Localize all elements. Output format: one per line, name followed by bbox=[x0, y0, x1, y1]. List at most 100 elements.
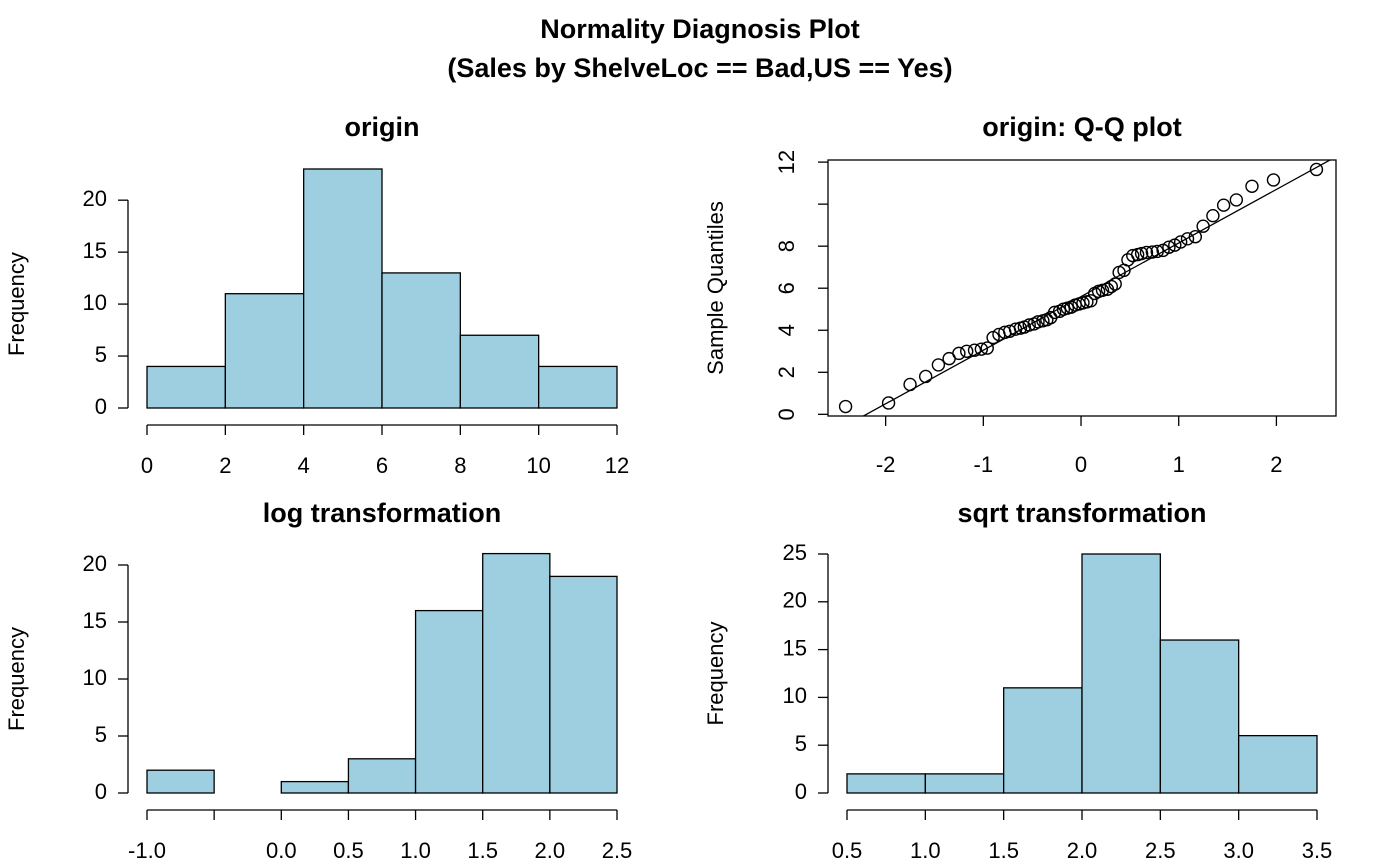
y-tick-label: 5 bbox=[95, 342, 107, 367]
bar bbox=[549, 575, 618, 794]
point bbox=[931, 358, 946, 372]
y-tick-label: 2 bbox=[774, 366, 799, 378]
bar bbox=[146, 365, 226, 409]
bar bbox=[280, 780, 350, 794]
point bbox=[1196, 219, 1210, 233]
x-tick-label: 2.0 bbox=[535, 838, 566, 863]
x-tick-label: 0.5 bbox=[333, 838, 364, 863]
point bbox=[1031, 315, 1045, 329]
point bbox=[903, 377, 917, 392]
main-subtitle: (Sales by ShelveLoc == Bad,US == Yes) bbox=[447, 53, 952, 83]
y-tick-label: 10 bbox=[83, 665, 107, 690]
y-tick-label: 5 bbox=[95, 722, 107, 747]
bar bbox=[1081, 553, 1161, 794]
x-tick-label: -2 bbox=[876, 452, 896, 477]
x-tick-label: 3.5 bbox=[1302, 838, 1333, 863]
point bbox=[960, 344, 974, 358]
y-axis-label: Frequency bbox=[4, 252, 29, 356]
point bbox=[1022, 318, 1036, 332]
point bbox=[1216, 198, 1231, 212]
bar bbox=[482, 552, 551, 794]
point bbox=[1245, 179, 1259, 193]
point bbox=[838, 399, 853, 414]
y-axis-label: Sample Quantiles bbox=[703, 201, 728, 375]
point bbox=[1309, 162, 1324, 177]
point bbox=[881, 396, 896, 410]
y-tick-label: 0 bbox=[95, 394, 107, 419]
y-tick-label: 5 bbox=[795, 731, 807, 756]
y-tick-label: 6 bbox=[774, 282, 799, 294]
point bbox=[1126, 248, 1140, 263]
point bbox=[980, 341, 994, 355]
y-tick-label: 20 bbox=[83, 186, 107, 211]
x-tick-label: 2 bbox=[219, 453, 231, 478]
y-tick-label: 0 bbox=[774, 408, 799, 420]
bar bbox=[347, 758, 417, 794]
y-tick-label: 10 bbox=[783, 683, 807, 708]
bar bbox=[146, 769, 215, 794]
y-tick-label: 15 bbox=[83, 238, 107, 263]
x-tick-label: 6 bbox=[376, 453, 388, 478]
bar bbox=[381, 272, 461, 409]
panel-title: sqrt transformation bbox=[957, 498, 1206, 528]
x-tick-label: 0.5 bbox=[832, 838, 863, 863]
point bbox=[1095, 283, 1110, 298]
point bbox=[952, 346, 966, 361]
y-tick-label: 15 bbox=[783, 635, 807, 660]
y-axis-label: Frequency bbox=[4, 627, 29, 731]
point bbox=[1162, 240, 1176, 254]
bar bbox=[538, 365, 618, 409]
x-tick-label: 2.5 bbox=[602, 838, 633, 863]
point bbox=[1173, 235, 1188, 249]
x-tick-label: 0.0 bbox=[266, 838, 297, 863]
x-tick-label: 10 bbox=[526, 453, 550, 478]
qq-line-group bbox=[862, 160, 1332, 416]
y-tick-label: 4 bbox=[774, 324, 799, 336]
qq-line bbox=[862, 160, 1332, 416]
x-tick-label: 8 bbox=[454, 453, 466, 478]
point bbox=[1134, 246, 1149, 261]
point bbox=[974, 342, 989, 356]
y-tick-label: 8 bbox=[774, 240, 799, 252]
x-tick-label: 12 bbox=[605, 453, 629, 478]
y-tick-label: 15 bbox=[83, 608, 107, 633]
point bbox=[1104, 279, 1119, 294]
y-axis-label: Frequency bbox=[703, 622, 728, 726]
y-tick-label: 0 bbox=[795, 779, 807, 804]
main-title: Normality Diagnosis Plot bbox=[540, 14, 860, 44]
point bbox=[1150, 244, 1164, 259]
x-tick-label: 1.5 bbox=[467, 838, 498, 863]
x-tick-label: 2 bbox=[1270, 452, 1282, 477]
point bbox=[1047, 305, 1062, 320]
point bbox=[1206, 208, 1220, 223]
x-tick-label: 3.0 bbox=[1223, 838, 1254, 863]
bar bbox=[1003, 687, 1083, 794]
y-tick-label: 12 bbox=[774, 150, 799, 174]
point bbox=[1084, 294, 1098, 308]
point bbox=[1008, 322, 1023, 336]
x-tick-label: 0 bbox=[141, 453, 153, 478]
y-tick-label: 20 bbox=[83, 551, 107, 576]
point bbox=[1188, 230, 1203, 244]
x-tick-label: 0 bbox=[1075, 452, 1087, 477]
y-tick-label: 0 bbox=[95, 779, 107, 804]
y-tick-label: 10 bbox=[83, 290, 107, 315]
x-tick-label: 1.5 bbox=[988, 838, 1019, 863]
x-tick-label: -1 bbox=[974, 452, 994, 477]
panel-title: log transformation bbox=[263, 498, 502, 528]
bar bbox=[224, 293, 305, 409]
x-tick-label: 1.0 bbox=[400, 838, 431, 863]
y-tick-label: 20 bbox=[783, 588, 807, 613]
bar bbox=[303, 168, 383, 409]
point bbox=[1180, 232, 1195, 246]
panel-title: origin bbox=[345, 112, 420, 142]
bar bbox=[414, 609, 484, 794]
x-tick-label: 2.5 bbox=[1145, 838, 1176, 863]
panel-title: origin: Q-Q plot bbox=[982, 112, 1181, 142]
x-tick-label: 1.0 bbox=[910, 838, 941, 863]
point bbox=[918, 369, 933, 384]
y-tick-label: 25 bbox=[783, 540, 807, 565]
bar bbox=[459, 334, 540, 409]
point bbox=[1139, 245, 1154, 260]
